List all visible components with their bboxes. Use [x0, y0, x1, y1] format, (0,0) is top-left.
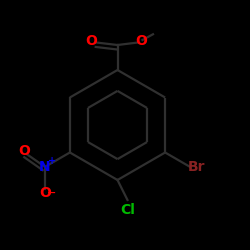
Text: +: +	[48, 156, 56, 166]
Text: O: O	[18, 144, 30, 158]
Text: Cl: Cl	[120, 202, 136, 216]
Text: O: O	[85, 34, 97, 48]
Text: O: O	[136, 34, 147, 48]
Text: N: N	[39, 160, 51, 174]
Text: Br: Br	[188, 160, 205, 174]
Text: O: O	[39, 186, 51, 200]
Text: −: −	[47, 188, 57, 198]
